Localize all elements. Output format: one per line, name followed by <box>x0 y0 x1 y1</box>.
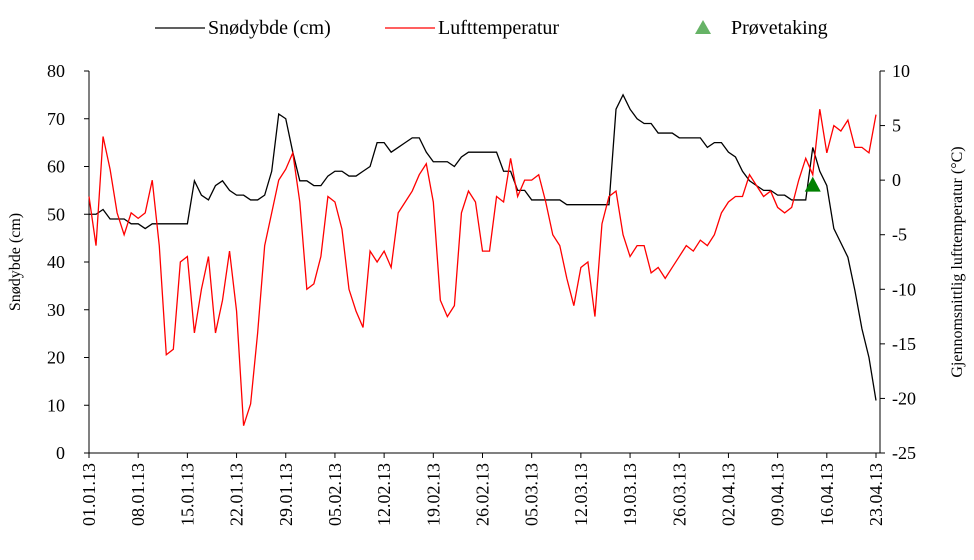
legend-label: Lufttemperatur <box>438 17 559 39</box>
y-axis-title: Snødybde (cm) <box>7 213 24 311</box>
y2-tick-label: -20 <box>892 388 916 408</box>
x-tick-label: 12.02.13 <box>374 463 394 526</box>
y-tick-label: 10 <box>47 395 65 415</box>
y2-tick-label: -25 <box>892 443 916 463</box>
x-tick-label: 19.02.13 <box>423 463 443 526</box>
x-tick-label: 19.03.13 <box>620 463 640 526</box>
y2-tick-label: -10 <box>892 279 916 299</box>
x-tick-label: 26.02.13 <box>473 463 493 526</box>
y2-tick-label: 5 <box>892 116 901 136</box>
x-tick-label: 01.01.13 <box>79 463 99 526</box>
x-tick-label: 05.02.13 <box>325 463 345 526</box>
series-line <box>88 109 877 426</box>
x-tick-label: 16.04.13 <box>817 463 837 526</box>
x-tick-label: 23.04.13 <box>866 463 886 526</box>
y-tick-label: 70 <box>47 109 65 129</box>
y2-tick-label: 0 <box>892 170 901 190</box>
series-line <box>89 93 877 401</box>
x-tick-label: 09.04.13 <box>768 463 788 526</box>
x-tick-label: 26.03.13 <box>669 463 689 526</box>
x-tick-label: 22.01.13 <box>227 463 247 526</box>
y2-tick-label: -5 <box>892 225 907 245</box>
y2-axis-title: Gjennomsnittlig lufttemperatur (°C) <box>949 146 966 377</box>
x-tick-label: 29.01.13 <box>276 463 296 526</box>
legend-label: Prøvetaking <box>731 17 828 39</box>
y-tick-label: 20 <box>47 348 65 368</box>
x-tick-label: 05.03.13 <box>522 463 542 526</box>
x-tick-label: 15.01.13 <box>177 463 197 526</box>
sample-marker <box>804 176 821 192</box>
y2-tick-label: -15 <box>892 334 916 354</box>
x-tick-label: 02.04.13 <box>718 463 738 526</box>
y-tick-label: 0 <box>56 443 65 463</box>
x-tick-label: 08.01.13 <box>128 463 148 526</box>
y-tick-label: 80 <box>47 61 65 81</box>
y-tick-label: 30 <box>47 300 65 320</box>
y-tick-label: 60 <box>47 157 65 177</box>
legend-swatch <box>695 20 711 34</box>
legend-label: Snødybde (cm) <box>208 17 331 39</box>
y2-tick-label: 10 <box>892 61 910 81</box>
x-tick-label: 12.03.13 <box>571 463 591 526</box>
y-tick-label: 40 <box>47 252 65 272</box>
y-tick-label: 50 <box>47 204 65 224</box>
